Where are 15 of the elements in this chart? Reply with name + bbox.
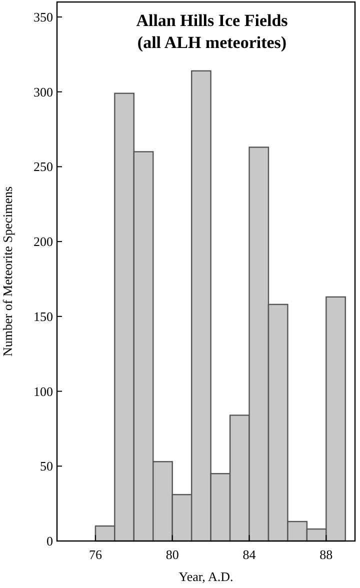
x-tick-label: 80 — [166, 547, 179, 562]
x-tick-label: 76 — [88, 547, 102, 562]
y-tick-label: 0 — [46, 534, 53, 549]
y-tick-label: 50 — [40, 458, 53, 474]
x-axis-title: Year, A.D. — [178, 569, 234, 584]
y-tick-label: 300 — [34, 84, 53, 100]
y-tick-label: 200 — [34, 234, 53, 250]
y-tick-label: 100 — [34, 384, 53, 399]
text: Allan Hills Ice Fields (all ALH meteorites) — [136, 11, 288, 52]
y-tick-label: 350 — [34, 10, 53, 25]
x-tick-label: 84 — [242, 547, 256, 562]
y-axis-title: Number of Meteorite Specimens — [0, 186, 15, 357]
y-tick-label: 250 — [34, 159, 53, 174]
x-tick-label: 88 — [320, 547, 333, 562]
y-tick-label: 150 — [34, 308, 53, 324]
